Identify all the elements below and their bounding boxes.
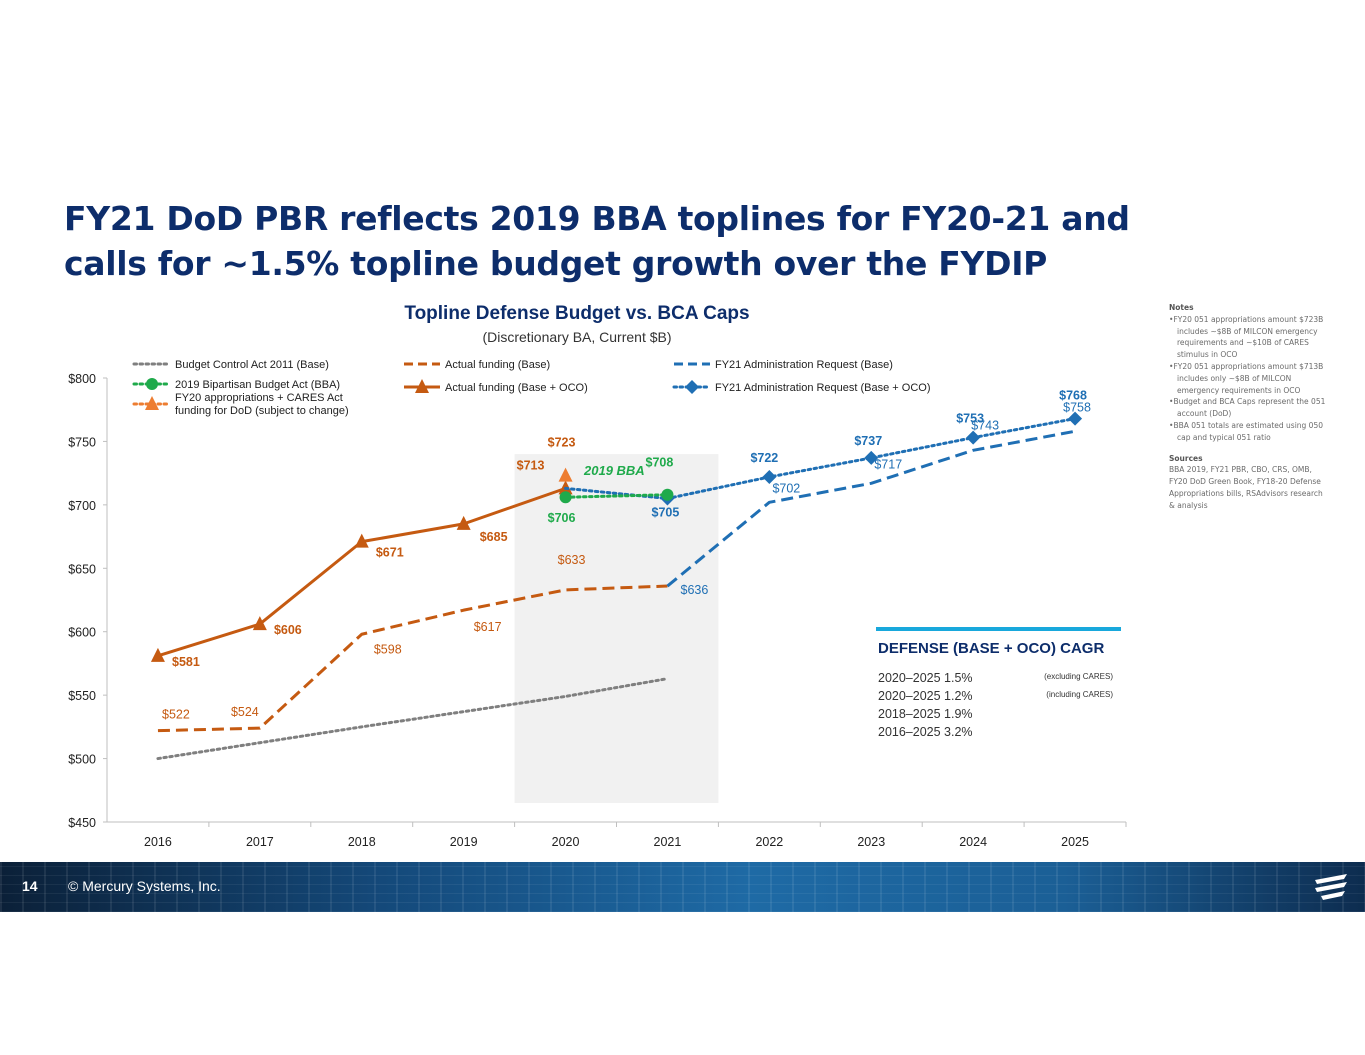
note-item: Budget and BCA Caps represent the 051 ac…	[1169, 396, 1329, 420]
legend-marker-bba	[146, 378, 158, 390]
cagr-accent-bar	[876, 627, 1121, 631]
marker-act_oco	[150, 647, 165, 662]
data-label: $753	[956, 412, 984, 426]
sources-heading: Sources	[1169, 453, 1203, 463]
data-label: $758	[1063, 400, 1091, 414]
notes-list: FY20 051 appropriations amount $723B inc…	[1169, 314, 1329, 444]
legend-label: FY21 Administration Request (Base + OCO)	[715, 382, 931, 394]
marker-bba	[661, 488, 674, 501]
marker-cares	[558, 467, 573, 482]
cagr-row-note: (including CARES)	[1046, 690, 1113, 699]
series-line-act_base	[157, 584, 668, 733]
legend-label: Actual funding (Base)	[445, 359, 550, 371]
cagr-title: DEFENSE (BASE + OCO) CAGR	[878, 640, 1104, 657]
cagr-row-label: 2018–2025 1.9%	[878, 707, 973, 721]
y-tick-label: $700	[68, 499, 96, 513]
legend-marker-act_oco	[415, 379, 429, 393]
marker-act_oco	[456, 515, 471, 530]
y-tick-label: $650	[68, 562, 96, 576]
series-line-bca	[156, 677, 669, 761]
series-line-act_oco	[157, 486, 567, 658]
marker-req_oco	[762, 469, 777, 484]
chart-title: Topline Defense Budget vs. BCA Caps	[404, 303, 749, 324]
footer-bar: 14 © Mercury Systems, Inc.	[0, 862, 1365, 912]
data-label: $768	[1059, 389, 1087, 403]
data-label: $633	[558, 553, 586, 567]
x-tick-label: 2016	[144, 835, 172, 849]
marker-req_oco	[864, 450, 879, 465]
note-item: FY20 051 appropriations amount $723B inc…	[1169, 314, 1329, 361]
data-label: $636	[681, 583, 709, 597]
copyright-text: © Mercury Systems, Inc.	[68, 878, 221, 894]
marker-act_oco	[354, 533, 369, 548]
y-tick-label: $750	[68, 435, 96, 449]
data-label: $717	[874, 457, 902, 471]
data-label: $706	[548, 511, 576, 525]
chart-subtitle: (Discretionary BA, Current $B)	[482, 329, 671, 345]
bba-shaded-region	[514, 454, 719, 803]
sources-text: BBA 2019, FY21 PBR, CBO, CRS, OMB, FY20 …	[1169, 465, 1323, 510]
data-label: $723	[548, 436, 576, 450]
marker-req_oco	[1068, 411, 1083, 426]
data-label: $705	[652, 506, 680, 520]
x-tick-label: 2021	[654, 835, 682, 849]
legend-marker-cares	[145, 396, 159, 410]
notes-panel: Notes FY20 051 appropriations amount $72…	[1169, 302, 1329, 512]
legend-label: funding for DoD (subject to change)	[175, 405, 349, 417]
data-label: $617	[474, 620, 502, 634]
note-item: FY20 051 appropriations amount $713B inc…	[1169, 361, 1329, 396]
data-label: $743	[971, 418, 999, 432]
marker-bba	[559, 491, 572, 504]
budget-line-chart: Topline Defense Budget vs. BCA Caps (Disc…	[68, 303, 1127, 849]
marker-act_oco	[252, 616, 267, 631]
data-label: $598	[374, 642, 402, 656]
legend-label: FY20 appropriations + CARES Act	[175, 392, 343, 404]
bba-shade-label: 2019 BBA	[583, 463, 645, 478]
data-label: $737	[854, 434, 882, 448]
x-tick-label: 2018	[348, 835, 376, 849]
cagr-row-label: 2016–2025 3.2%	[878, 725, 973, 739]
footer-pattern	[0, 862, 1365, 912]
y-tick-label: $550	[68, 689, 96, 703]
x-tick-label: 2022	[755, 835, 783, 849]
x-tick-label: 2019	[450, 835, 478, 849]
legend-label: Budget Control Act 2011 (Base)	[175, 359, 329, 371]
data-label: $722	[750, 451, 778, 465]
marker-req_oco	[966, 430, 981, 445]
series-line-req_base	[666, 429, 1076, 588]
note-item: BBA 051 totals are estimated using 050 c…	[1169, 420, 1329, 444]
y-tick-label: $800	[68, 372, 96, 386]
data-label: $522	[162, 708, 190, 722]
cagr-row-note: (excluding CARES)	[1044, 672, 1113, 681]
x-tick-label: 2023	[857, 835, 885, 849]
cagr-row-label: 2020–2025 1.2%	[878, 689, 973, 703]
cagr-row-label: 2020–2025 1.5%	[878, 671, 973, 685]
y-tick-label: $500	[68, 753, 96, 767]
data-label: $702	[772, 481, 800, 495]
series-line-bba	[564, 493, 669, 499]
legend-marker-req_oco	[685, 380, 699, 394]
legend-label: 2019 Bipartisan Budget Act (BBA)	[175, 379, 340, 391]
mercury-logo-icon	[1315, 874, 1347, 900]
data-label: $524	[231, 705, 259, 719]
legend-label: FY21 Administration Request (Base)	[715, 359, 893, 371]
data-label: $606	[274, 623, 302, 637]
x-tick-label: 2024	[959, 835, 987, 849]
data-label: $671	[376, 546, 404, 560]
slide-title: FY21 DoD PBR reflects 2019 BBA toplines …	[64, 199, 1130, 283]
data-label: $708	[646, 456, 674, 470]
notes-heading: Notes	[1169, 303, 1194, 312]
data-label: $685	[480, 530, 508, 544]
data-label: $713	[517, 458, 545, 472]
x-tick-label: 2020	[552, 835, 580, 849]
legend-label: Actual funding (Base + OCO)	[445, 382, 588, 394]
y-tick-label: $450	[68, 816, 96, 830]
data-label: $581	[172, 655, 200, 669]
x-tick-label: 2025	[1061, 835, 1089, 849]
x-tick-label: 2017	[246, 835, 274, 849]
y-tick-label: $600	[68, 626, 96, 640]
page-number: 14	[22, 878, 38, 894]
series-line-req_oco	[564, 417, 1077, 501]
